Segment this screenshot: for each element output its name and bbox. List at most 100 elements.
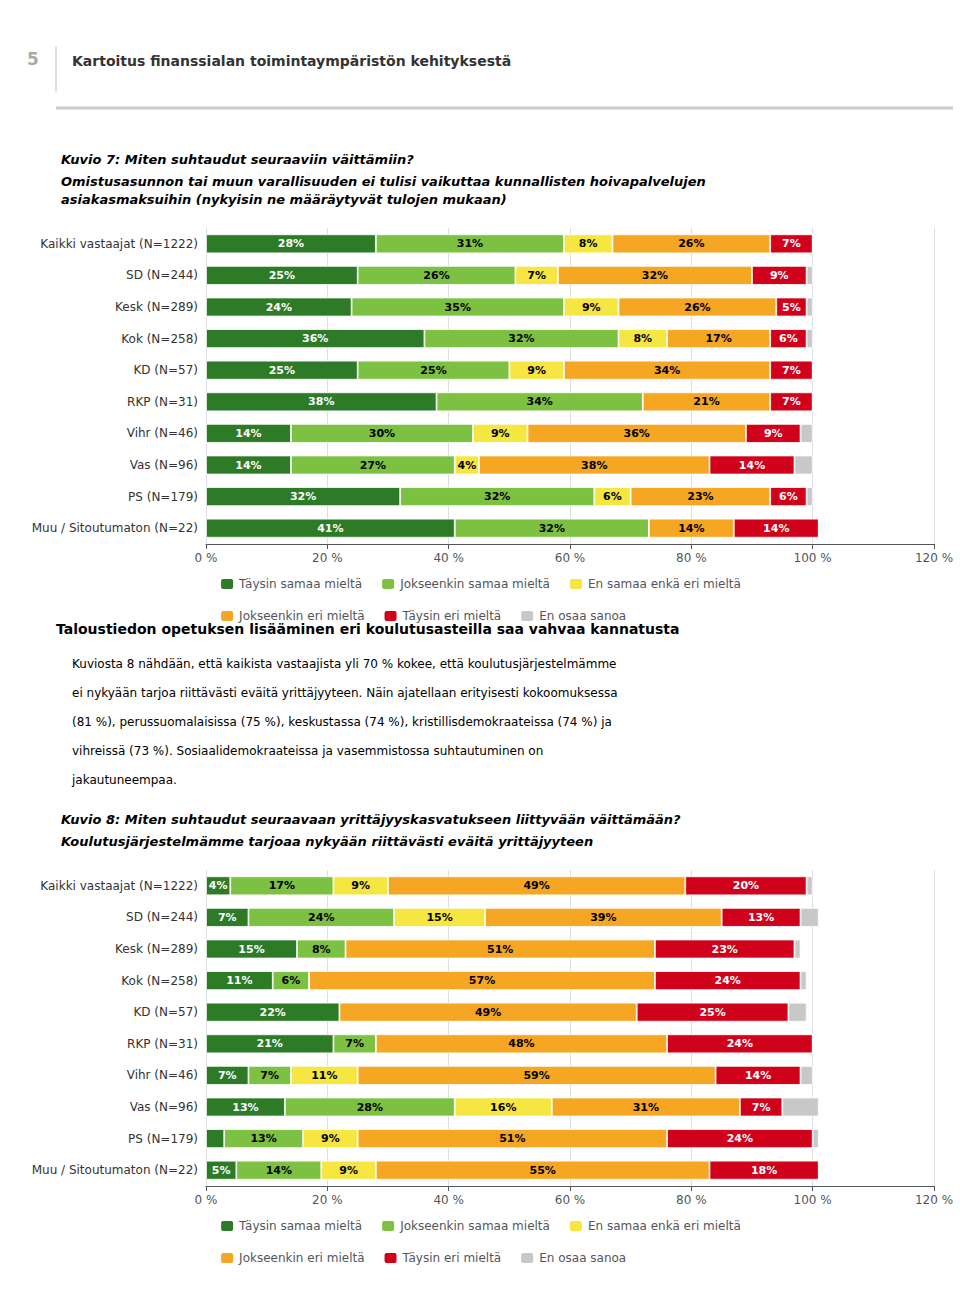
svg-text:32%: 32%	[508, 332, 534, 345]
svg-text:vihreissä (73 %). Sosiaalidemo: vihreissä (73 %). Sosiaalidemokraateissa…	[72, 744, 543, 758]
svg-text:7%: 7%	[218, 911, 237, 924]
svg-text:24%: 24%	[715, 974, 741, 987]
svg-text:5%: 5%	[212, 1164, 231, 1177]
svg-text:34%: 34%	[654, 364, 680, 377]
svg-text:RKP (N=31): RKP (N=31)	[127, 1037, 198, 1051]
svg-text:7%: 7%	[782, 237, 801, 250]
svg-text:32%: 32%	[539, 522, 565, 535]
svg-text:18%: 18%	[751, 1164, 777, 1177]
svg-text:Jokseenkin samaa mieltä: Jokseenkin samaa mieltä	[399, 1219, 550, 1233]
svg-text:jakautuneempaa.: jakautuneempaa.	[71, 773, 177, 787]
svg-text:49%: 49%	[475, 1006, 501, 1019]
svg-text:31%: 31%	[633, 1101, 659, 1114]
svg-text:8%: 8%	[633, 332, 652, 345]
svg-text:80 %: 80 %	[676, 551, 707, 565]
svg-text:Kuvio 8: Miten suhtaudut seura: Kuvio 8: Miten suhtaudut seuraavaan yrit…	[61, 812, 681, 827]
svg-text:Kuviosta 8 nähdään, että kaiki: Kuviosta 8 nähdään, että kaikista vastaa…	[72, 657, 616, 671]
svg-text:35%: 35%	[445, 301, 471, 314]
svg-text:Jokseenkin eri mieltä: Jokseenkin eri mieltä	[238, 1251, 364, 1265]
svg-text:KD (N=57): KD (N=57)	[133, 1005, 198, 1019]
svg-text:23%: 23%	[712, 943, 738, 956]
svg-text:7%: 7%	[260, 1069, 279, 1082]
svg-text:13%: 13%	[232, 1101, 258, 1114]
svg-text:7%: 7%	[752, 1101, 771, 1114]
svg-text:80 %: 80 %	[676, 1193, 707, 1207]
svg-text:Täysin samaa mieltä: Täysin samaa mieltä	[238, 1219, 362, 1233]
svg-text:Muu / Sitoutumaton (N=22): Muu / Sitoutumaton (N=22)	[32, 521, 198, 535]
svg-text:9%: 9%	[339, 1164, 358, 1177]
svg-text:17%: 17%	[269, 879, 295, 892]
svg-text:120 %: 120 %	[915, 1193, 953, 1207]
svg-text:Kartoitus finanssialan toimint: Kartoitus finanssialan toimintaympäristö…	[72, 53, 511, 69]
svg-text:13%: 13%	[748, 911, 774, 924]
svg-text:24%: 24%	[266, 301, 292, 314]
svg-text:6%: 6%	[779, 332, 798, 345]
svg-text:14%: 14%	[678, 522, 704, 535]
svg-text:ei nykyään tarjoa riittävästi: ei nykyään tarjoa riittävästi eväitä yri…	[72, 686, 618, 700]
svg-text:25%: 25%	[699, 1006, 725, 1019]
svg-text:6%: 6%	[282, 974, 301, 987]
svg-text:59%: 59%	[523, 1069, 549, 1082]
svg-text:6%: 6%	[779, 490, 798, 503]
svg-text:23%: 23%	[687, 490, 713, 503]
svg-text:26%: 26%	[684, 301, 710, 314]
svg-text:28%: 28%	[357, 1101, 383, 1114]
svg-text:7%: 7%	[345, 1037, 364, 1050]
svg-text:Täysin eri mieltä: Täysin eri mieltä	[402, 609, 502, 623]
svg-text:8%: 8%	[579, 237, 598, 250]
svg-text:PS (N=179): PS (N=179)	[128, 1132, 198, 1146]
svg-text:11%: 11%	[311, 1069, 337, 1082]
svg-text:Vihr (N=46): Vihr (N=46)	[127, 426, 198, 440]
svg-text:100 %: 100 %	[794, 1193, 832, 1207]
svg-text:14%: 14%	[763, 522, 789, 535]
svg-text:14%: 14%	[235, 427, 261, 440]
svg-text:24%: 24%	[308, 911, 334, 924]
svg-text:48%: 48%	[508, 1037, 534, 1050]
svg-text:120 %: 120 %	[915, 551, 953, 565]
svg-text:57%: 57%	[469, 974, 495, 987]
svg-text:En osaa sanoa: En osaa sanoa	[539, 1251, 626, 1265]
svg-text:60 %: 60 %	[555, 551, 586, 565]
svg-text:7%: 7%	[218, 1069, 237, 1082]
svg-text:Vihr (N=46): Vihr (N=46)	[127, 1068, 198, 1082]
svg-text:49%: 49%	[523, 879, 549, 892]
svg-text:Täysin samaa mieltä: Täysin samaa mieltä	[238, 577, 362, 591]
svg-text:6%: 6%	[603, 490, 622, 503]
svg-text:40 %: 40 %	[433, 1193, 464, 1207]
svg-text:15%: 15%	[426, 911, 452, 924]
svg-text:9%: 9%	[351, 879, 370, 892]
svg-text:Muu / Sitoutumaton (N=22): Muu / Sitoutumaton (N=22)	[32, 1163, 198, 1177]
svg-text:7%: 7%	[782, 364, 801, 377]
svg-text:25%: 25%	[269, 269, 295, 282]
svg-text:KD (N=57): KD (N=57)	[133, 363, 198, 377]
svg-text:Täysin eri mieltä: Täysin eri mieltä	[402, 1251, 502, 1265]
svg-text:51%: 51%	[499, 1132, 525, 1145]
svg-text:20 %: 20 %	[312, 1193, 343, 1207]
svg-text:Kuvio 7: Miten suhtaudut seura: Kuvio 7: Miten suhtaudut seuraaviin väit…	[61, 152, 414, 167]
svg-text:Taloustiedon opetuksen lisäämi: Taloustiedon opetuksen lisääminen eri ko…	[56, 621, 680, 637]
svg-text:40 %: 40 %	[433, 551, 464, 565]
svg-text:9%: 9%	[770, 269, 789, 282]
svg-text:20%: 20%	[733, 879, 759, 892]
svg-text:9%: 9%	[582, 301, 601, 314]
svg-text:Kesk (N=289): Kesk (N=289)	[115, 942, 198, 956]
svg-text:Kaikki vastaajat (N=1222): Kaikki vastaajat (N=1222)	[40, 879, 198, 893]
svg-text:21%: 21%	[257, 1037, 283, 1050]
svg-text:8%: 8%	[312, 943, 331, 956]
svg-text:SD (N=244): SD (N=244)	[126, 910, 198, 924]
svg-text:17%: 17%	[705, 332, 731, 345]
svg-text:38%: 38%	[308, 395, 334, 408]
svg-text:38%: 38%	[581, 459, 607, 472]
svg-text:Kok (N=258): Kok (N=258)	[121, 974, 198, 988]
svg-text:13%: 13%	[250, 1132, 276, 1145]
svg-text:Jokseenkin eri mieltä: Jokseenkin eri mieltä	[238, 609, 364, 623]
svg-text:14%: 14%	[745, 1069, 771, 1082]
svg-text:En samaa enkä eri mieltä: En samaa enkä eri mieltä	[588, 577, 741, 591]
svg-text:22%: 22%	[260, 1006, 286, 1019]
svg-text:39%: 39%	[590, 911, 616, 924]
svg-text:31%: 31%	[457, 237, 483, 250]
svg-text:25%: 25%	[269, 364, 295, 377]
svg-text:14%: 14%	[739, 459, 765, 472]
svg-text:En samaa enkä eri mieltä: En samaa enkä eri mieltä	[588, 1219, 741, 1233]
svg-text:34%: 34%	[526, 395, 552, 408]
